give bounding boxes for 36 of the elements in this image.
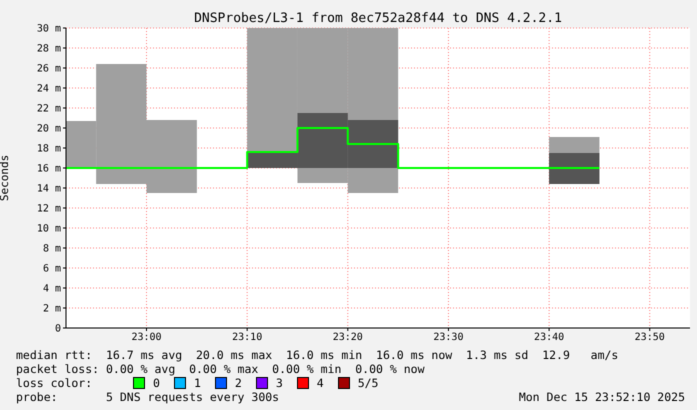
y-tick-label: 8 m [42, 244, 61, 255]
text: probe: 5 DNS requests every 300s [16, 390, 280, 404]
x-tick-label: 23:40 [534, 332, 564, 344]
y-tick-label: 6 m [42, 264, 61, 275]
y-tick-label: 24 m [36, 84, 61, 95]
text: median rtt: 16.7 ms avg 20.0 ms max 16.0 ms min 16.0 ms now 1.3 ms sd 12.9 am/s [16, 348, 620, 362]
y-tick-label: 4 m [42, 284, 61, 295]
y-tick-label: 26 m [36, 64, 61, 75]
y-tick-label: 28 m [36, 44, 61, 55]
bar [549, 153, 600, 184]
y-tick-label: 22 m [36, 104, 61, 115]
y-tick-label: 16 m [36, 164, 61, 175]
y-tick-label: 0 [54, 324, 61, 335]
text: packet loss: 0.00 % avg 0.00 % max 0.00 % min 0.00 % now [16, 362, 426, 376]
x-tick-label: 23:30 [433, 332, 464, 344]
x-tick-label: 23:00 [131, 332, 162, 344]
legend-label: 2 [234, 376, 242, 390]
legend-label: 3 [276, 376, 283, 390]
y-tick-label: 10 m [36, 224, 61, 235]
y-axis-title: Seconds [0, 154, 11, 202]
y-tick-label: 2 m [42, 304, 61, 315]
legend-title: loss color: [16, 376, 94, 390]
legend-label: 0 [153, 376, 160, 390]
legend-label: 5/5 [358, 376, 378, 390]
y-tick-label: 12 m [36, 204, 61, 215]
text: Mon Dec 15 23:52:10 2025 [518, 390, 685, 404]
x-tick-label: 23:10 [232, 332, 262, 344]
legend-label: 4 [316, 376, 324, 390]
legend-label: 1 [194, 376, 201, 390]
y-tick-label: 18 m [36, 144, 61, 155]
x-tick-label: 23:50 [634, 332, 665, 344]
x-tick-label: 23:20 [332, 332, 363, 344]
y-tick-label: 20 m [36, 124, 61, 135]
y-tick-label: 14 m [36, 184, 61, 195]
chart-title: DNSProbes/L3-1 from 8ec752a28f44 to DNS 4.2.2.1 [193, 11, 563, 26]
y-tick-label: 30 m [36, 24, 61, 35]
